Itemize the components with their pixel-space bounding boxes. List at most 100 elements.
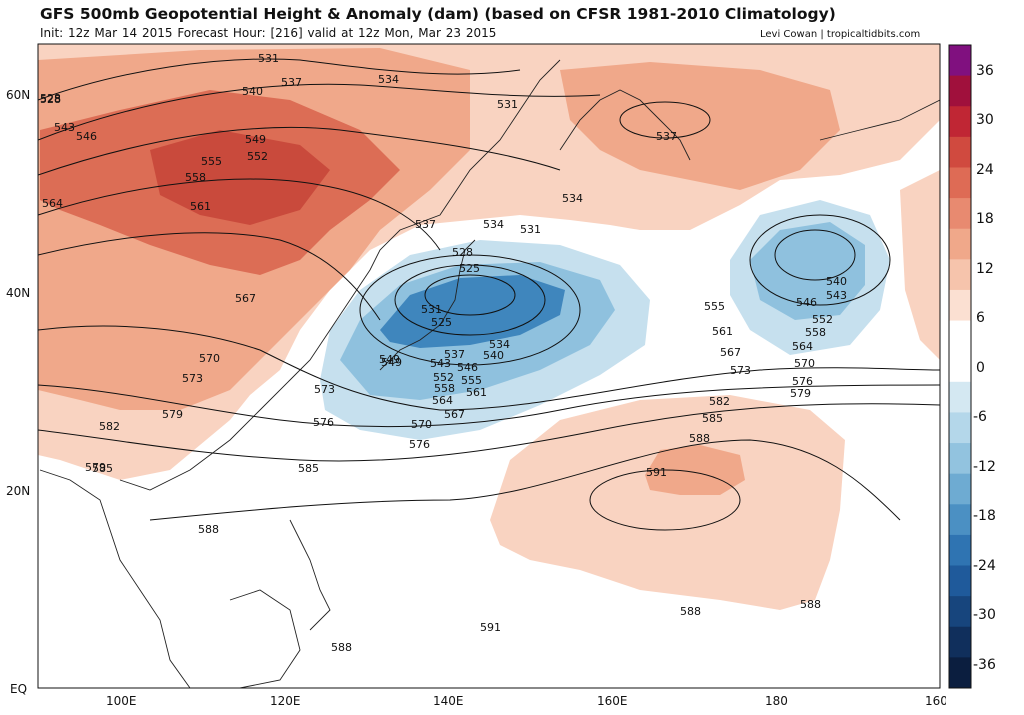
contour-label: 564 (432, 394, 453, 407)
colorbar-frame (948, 44, 972, 689)
latitude-axis: 60N 40N 20N EQ (6, 88, 30, 696)
colorbar-swatch (949, 228, 971, 260)
lat-label: EQ (10, 682, 27, 696)
contour-561 (38, 232, 381, 321)
colorbar-swatch (949, 596, 971, 628)
contour-low-dateline-2 (774, 229, 856, 281)
lat-label: 40N (6, 286, 30, 300)
contour-high-bering (619, 101, 711, 139)
contour-label: 549 (245, 133, 266, 146)
contour-label: 570 (794, 357, 815, 370)
contour-label: 570 (411, 418, 432, 431)
longitude-axis: 100E 120E 140E 160E 180 160W (106, 694, 946, 708)
contour-label: 543 (430, 357, 451, 370)
contour-label: 585 (702, 412, 723, 425)
contour-label: 561 (712, 325, 733, 338)
coastline-borneo (229, 589, 301, 688)
contour-label: 531 (497, 98, 518, 111)
contour-label: 546 (796, 296, 817, 309)
colorbar-swatch (949, 412, 971, 444)
colorbar-swatch (949, 106, 971, 138)
map-credit: Levi Cowan | tropicaltidbits.com (760, 29, 921, 40)
contour-582 (38, 403, 940, 462)
coastline-asia (39, 59, 561, 688)
contour-label: 552 (247, 150, 268, 163)
contour-label: 555 (201, 155, 222, 168)
colorbar-labels: 36 30 24 18 12 6 0 -6 -12 -18 -24 -30 -3… (973, 63, 996, 673)
colorbar-swatch (949, 136, 971, 168)
contour-label: 579 (790, 387, 811, 400)
contour-label: 552 (433, 371, 454, 384)
colorbar-label: -6 (973, 409, 987, 425)
contour-label: 540 (483, 349, 504, 362)
contour-label: 588 (800, 598, 821, 611)
contour-label: 552 (812, 313, 833, 326)
contour-label: 540 (242, 85, 263, 98)
contour-label: 585 (298, 462, 319, 475)
cool-anomaly-japan-strong (380, 275, 565, 348)
colorbar-swatch (949, 75, 971, 107)
contour-label: 576 (792, 375, 813, 388)
cool-anomaly-dateline-mid (750, 222, 865, 320)
colorbar-label: -36 (973, 657, 996, 673)
contour-label: 525 (431, 316, 452, 329)
contour-low-japan-3 (424, 274, 516, 316)
contour-label: 540 (826, 275, 847, 288)
contour-label: 546 (76, 130, 97, 143)
map-frame (37, 43, 941, 689)
contour-low-japan-1 (359, 254, 581, 366)
colorbar-label: 24 (976, 162, 994, 178)
contour-570 (38, 325, 940, 411)
anomaly-fill-layer (38, 44, 940, 610)
colorbar-swatch (949, 351, 971, 383)
colorbar-label: 0 (976, 360, 985, 376)
map-title: GFS 500mb Geopotential Height & Anomaly … (40, 5, 836, 23)
contour-label: 528 (40, 92, 61, 105)
contour-label: 528 (40, 93, 61, 106)
colorbar-swatch (949, 565, 971, 597)
contour-label: 570 (199, 352, 220, 365)
contour-label: 534 (562, 192, 583, 205)
contour-label: 561 (466, 386, 487, 399)
contour-label: 546 (457, 361, 478, 374)
contour-label: 534 (483, 218, 504, 231)
contour-label: 555 (704, 300, 725, 313)
colorbar-swatch (949, 381, 971, 413)
contour-label: 537 (656, 130, 677, 143)
contour-label: 558 (805, 326, 826, 339)
lon-label: 120E (270, 694, 301, 708)
contour-label: 588 (198, 523, 219, 536)
warm-anomaly-asia-core (150, 130, 330, 225)
contour-label: 582 (99, 420, 120, 433)
lon-label: 180 (765, 694, 788, 708)
contour-label: 585 (92, 462, 113, 475)
contour-label: 588 (689, 432, 710, 445)
contour-label: 588 (331, 641, 352, 654)
contour-label: 531 (520, 223, 541, 236)
contour-label: 567 (720, 346, 741, 359)
contour-552 (38, 178, 441, 251)
contour-low-japan-2 (394, 264, 546, 336)
contour-label: 549 (381, 356, 402, 369)
contour-label: 537 (415, 218, 436, 231)
colorbar-label: -24 (973, 558, 996, 574)
colorbar-swatch (949, 259, 971, 291)
lon-label: 100E (106, 694, 137, 708)
contour-label: 591 (480, 621, 501, 634)
contour-label: 591 (646, 466, 667, 479)
colorbar-swatch (949, 657, 971, 689)
warm-anomaly-subtropics (490, 395, 845, 610)
warm-anomaly-subtropics-mid (645, 445, 745, 495)
contour-label: 534 (378, 73, 399, 86)
map-panel[interactable]: 528 531 534 537 540 543 546 549 552 555 … (0, 0, 946, 715)
lon-label: 160W (925, 694, 946, 708)
contour-label: 573 (730, 364, 751, 377)
contour-label: 576 (409, 438, 430, 451)
contour-label: 531 (258, 52, 279, 65)
contour-label: 564 (792, 340, 813, 353)
contour-label: 525 (459, 262, 480, 275)
colorbar-swatch (949, 198, 971, 230)
contour-label: 537 (281, 76, 302, 89)
contour-528 (38, 58, 521, 101)
contour-label: 549 (379, 353, 400, 366)
